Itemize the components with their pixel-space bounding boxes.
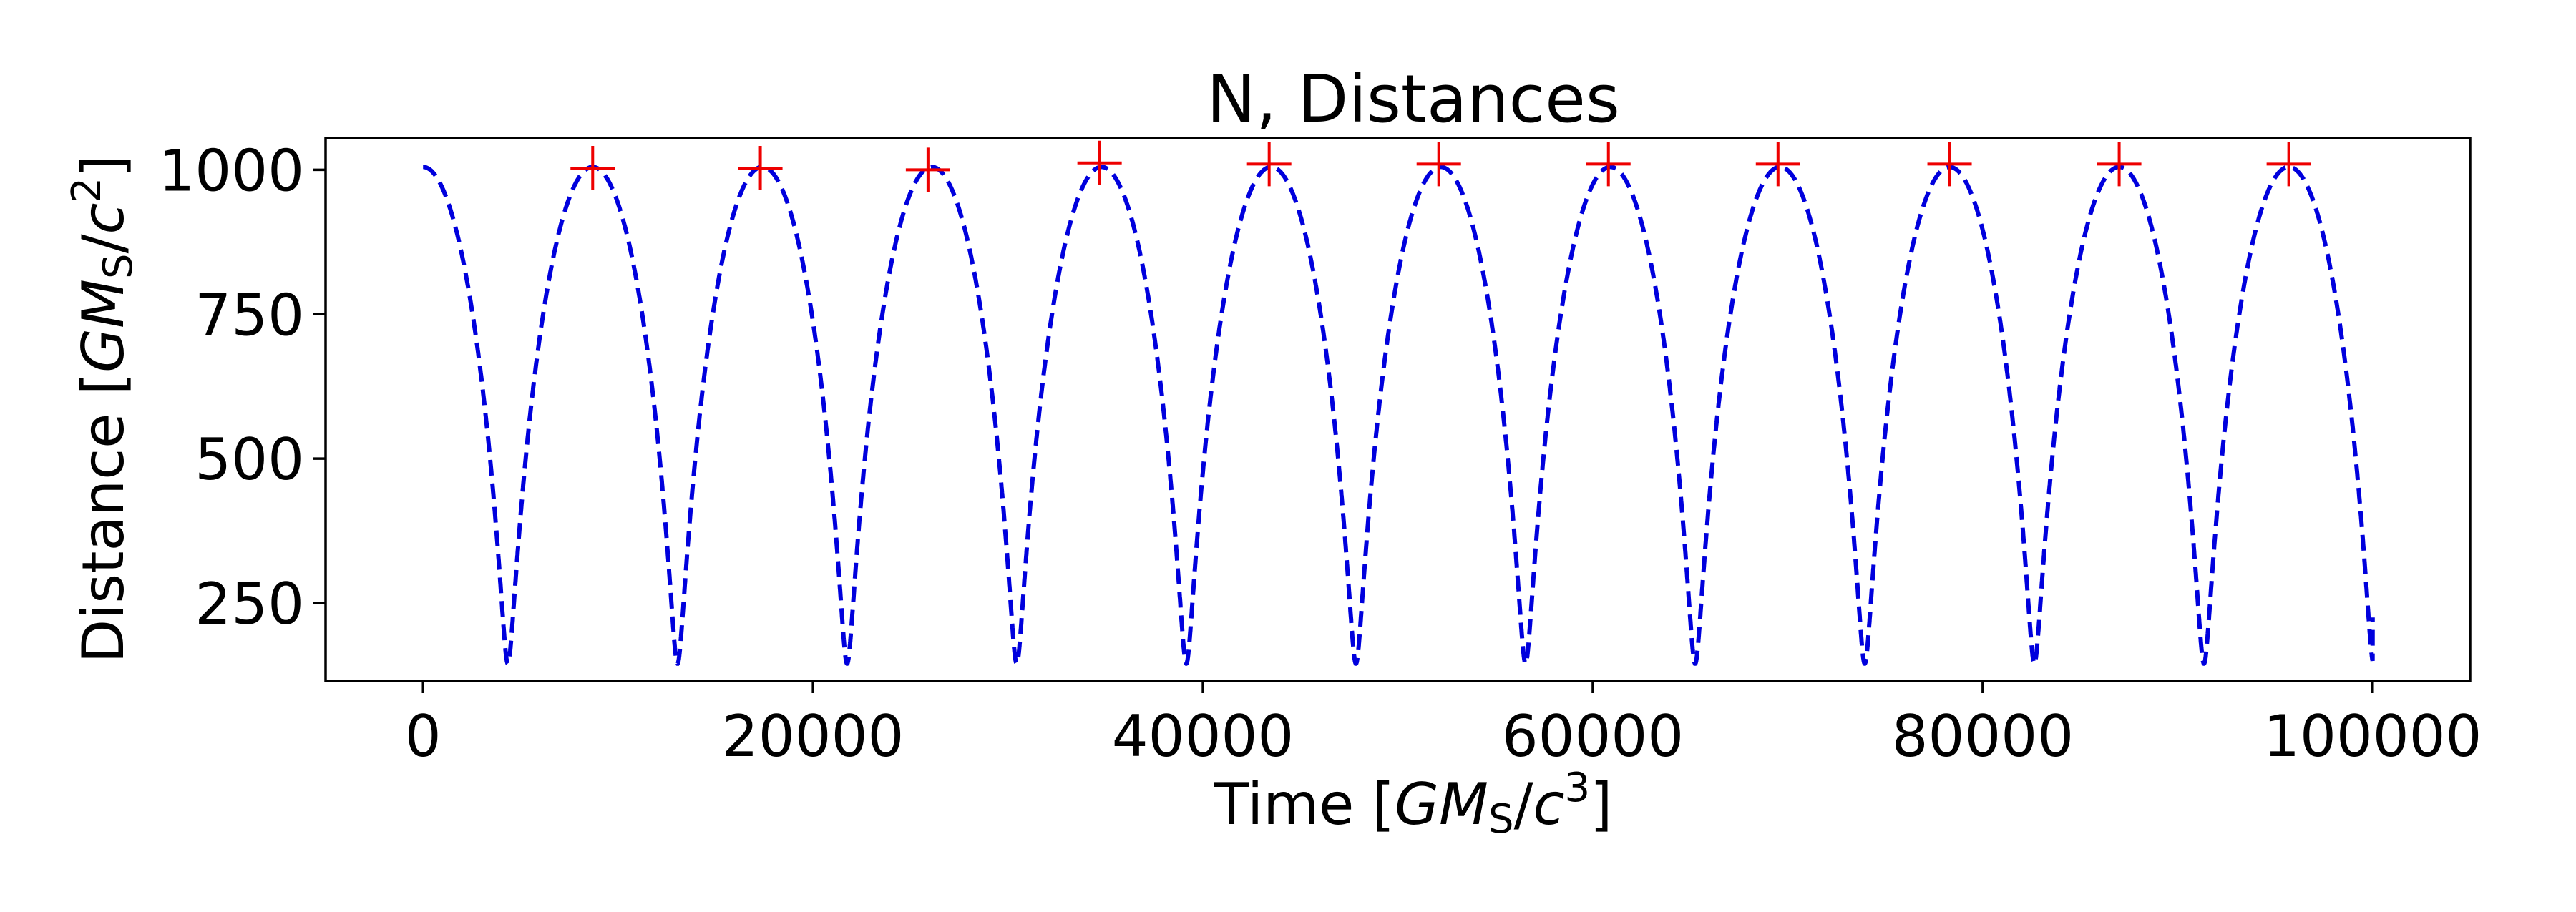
- apocenter-marker: [1416, 142, 1461, 187]
- series-layer: [423, 165, 2375, 666]
- x-axis-label-m: M: [1439, 771, 1488, 838]
- y-tick-label: 500: [195, 426, 304, 493]
- y-tick-label: 1000: [158, 137, 304, 204]
- x-axis-label: Time [GMS/c3]: [1214, 765, 1613, 843]
- plot-frame: [324, 137, 2472, 682]
- x-axis-label-pre: Time [: [1214, 771, 1395, 838]
- x-tick-label: 80000: [1892, 703, 2074, 770]
- y-axis-label-pre: Distance [: [70, 373, 137, 663]
- apocenter-marker: [905, 147, 950, 192]
- y-axis-ticks: 250 500 750 1000: [158, 137, 326, 637]
- apocenter-marker: [1927, 142, 1972, 187]
- y-axis-label-sub: S: [95, 253, 142, 279]
- apocenter-marker: [1246, 142, 1292, 187]
- x-tick-label: 60000: [1502, 703, 1684, 770]
- x-tick-label: 40000: [1112, 703, 1294, 770]
- x-tick-label: 100000: [2263, 703, 2482, 770]
- x-axis-label-sup: 3: [1565, 765, 1591, 811]
- y-axis-label-c: c: [70, 202, 137, 234]
- apocenter-marker: [2266, 142, 2311, 187]
- y-axis-label-slash: /: [70, 234, 137, 253]
- x-axis-label-c: c: [1533, 771, 1565, 838]
- apocenter-marker: [1755, 142, 1800, 187]
- apocenter-marker: [738, 145, 783, 190]
- apocenter-marker: [2097, 142, 2142, 187]
- plot-area: [324, 137, 2472, 682]
- x-axis-label-g: G: [1395, 771, 1439, 838]
- x-axis-label-slash: /: [1514, 771, 1533, 838]
- x-tick-label: 0: [405, 703, 441, 770]
- apocenter-marker: [570, 145, 615, 190]
- marker-layer: [570, 140, 2311, 192]
- x-axis-label-post: ]: [1590, 771, 1612, 838]
- y-tick-label: 250: [195, 571, 304, 637]
- y-axis-label-m: M: [70, 279, 137, 328]
- x-axis-label-sub: S: [1488, 796, 1514, 843]
- apocenter-marker: [1586, 142, 1631, 187]
- y-axis-label: Distance [GMS/c2]: [64, 155, 142, 664]
- chart-title: N, Distances: [1206, 61, 1620, 137]
- y-axis-label-g: G: [70, 328, 137, 373]
- x-tick-label: 20000: [722, 703, 904, 770]
- x-axis-ticks: 0 20000 40000 60000 80000 100000: [405, 681, 2482, 770]
- apocenter-marker: [1077, 140, 1122, 185]
- y-axis-label-post: ]: [70, 155, 137, 177]
- distance-series-line: [423, 165, 2375, 666]
- y-axis-label-sup: 2: [64, 177, 110, 203]
- y-tick-label: 750: [195, 282, 304, 348]
